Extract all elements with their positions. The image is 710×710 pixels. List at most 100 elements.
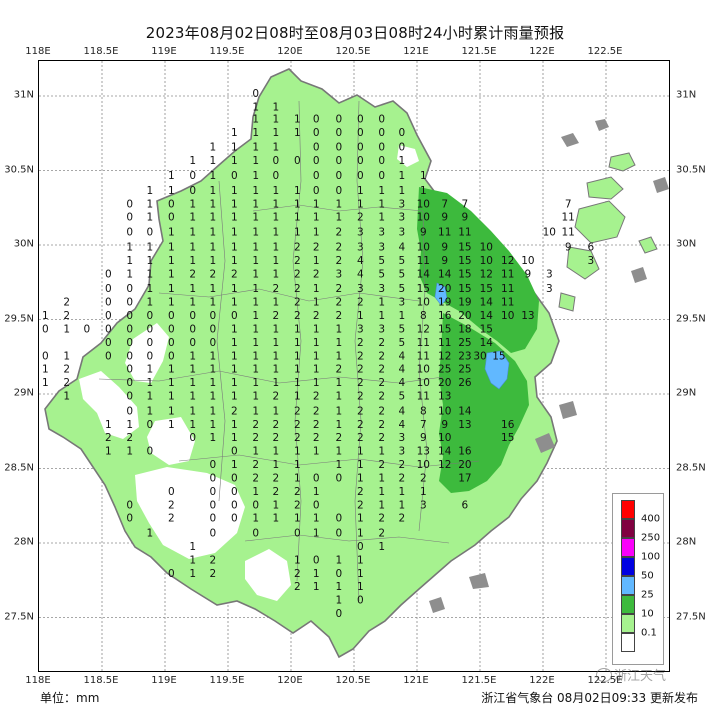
station-rainfall-value: 0: [313, 127, 320, 139]
station-rainfall-value: 10: [417, 198, 430, 210]
station-rainfall-value: 1: [168, 241, 175, 253]
station-rainfall-value: 1: [231, 459, 238, 471]
station-rainfall-value: 1: [399, 170, 406, 182]
station-rainfall-value: 1: [252, 185, 259, 197]
station-rainfall-value: 0: [126, 499, 133, 511]
station-rainfall-value: 0: [252, 88, 259, 100]
longitude-tick-label: 120.5E: [335, 46, 371, 57]
station-rainfall-value: 1: [273, 337, 280, 349]
map-title: 2023年08月02日08时至08月03日08时24小时累计雨量预报: [145, 24, 565, 42]
station-rainfall-value: 1: [231, 390, 238, 402]
station-rainfall-value: 1: [168, 255, 175, 267]
station-rainfall-value: 0: [357, 142, 364, 154]
station-rainfall-value: 2: [378, 513, 385, 525]
station-rainfall-value: 2: [336, 241, 343, 253]
station-rainfall-value: 1: [252, 155, 259, 167]
station-rainfall-value: 1: [313, 212, 320, 224]
station-rainfall-value: 0: [126, 377, 133, 389]
station-rainfall-value: 9: [420, 227, 427, 239]
station-rainfall-value: 1: [147, 268, 154, 280]
station-rainfall-value: 1: [252, 268, 259, 280]
island-putuo: [566, 246, 600, 280]
longitude-tick-label: 122E: [529, 46, 555, 57]
longitude-tick-label: 119E: [151, 46, 177, 57]
station-rainfall-value: 0: [126, 198, 133, 210]
station-rainfall-value: 10: [417, 364, 430, 376]
station-rainfall-value: 0: [105, 337, 112, 349]
station-rainfall-value: 10: [521, 255, 534, 267]
county-line-4: [178, 454, 480, 468]
station-rainfall-value: 5: [399, 337, 406, 349]
station-rainfall-value: 3: [546, 268, 553, 280]
station-rainfall-value: 2: [126, 432, 133, 444]
station-rainfall-value: 3: [378, 241, 385, 253]
station-rainfall-value: 8: [420, 310, 427, 322]
station-rainfall-value: 2: [378, 459, 385, 471]
station-rainfall-value: 0: [189, 185, 196, 197]
station-rainfall-value: 1: [252, 127, 259, 139]
station-rainfall-value: 0: [231, 446, 238, 458]
station-rainfall-value: 1: [210, 377, 217, 389]
station-rainfall-value: 20: [458, 310, 471, 322]
station-rainfall-value: 0: [126, 337, 133, 349]
station-rainfall-value: 0: [147, 446, 154, 458]
station-rainfall-value: 11: [501, 283, 514, 295]
station-rainfall-value: 1: [357, 198, 364, 210]
station-rainfall-value: 1: [273, 297, 280, 309]
station-rainfall-value: 2: [399, 472, 406, 484]
station-rainfall-value: 1: [378, 185, 385, 197]
island-small-7: [429, 597, 445, 613]
station-rainfall-value: 0: [147, 350, 154, 362]
station-rainfall-value: 12: [438, 350, 451, 362]
station-rainfall-value: 15: [458, 255, 471, 267]
station-rainfall-value: 0: [313, 155, 320, 167]
station-rainfall-value: 1: [231, 255, 238, 267]
station-rainfall-value: 0: [252, 499, 259, 511]
station-rainfall-value: 1: [189, 198, 196, 210]
station-rainfall-value: 2: [313, 310, 320, 322]
station-rainfall-value: 1: [252, 405, 259, 417]
station-rainfall-value: 3: [546, 283, 553, 295]
station-rainfall-value: 0: [210, 513, 217, 525]
station-rainfall-value: 1: [42, 310, 49, 322]
latitude-tick-label: 28.5N: [676, 462, 706, 473]
legend-swatch: [621, 500, 635, 519]
island-zhoushan: [574, 200, 626, 244]
station-rainfall-value: 1: [273, 377, 280, 389]
legend-label: 100: [641, 551, 661, 563]
station-rainfall-value: 1: [231, 419, 238, 431]
station-rainfall-value: 2: [273, 390, 280, 402]
station-rainfall-value: 2: [378, 350, 385, 362]
station-rainfall-value: 25: [438, 364, 451, 376]
station-rainfall-value: 1: [231, 142, 238, 154]
station-rainfall-value: 5: [399, 255, 406, 267]
longitude-tick-label: 118.5E: [83, 46, 119, 57]
dry-zone-southwest: [79, 371, 139, 439]
station-rainfall-value: 1: [210, 241, 217, 253]
county-line-7: [354, 100, 364, 602]
station-rainfall-value: 0: [210, 323, 217, 335]
station-rainfall-value: 2: [294, 419, 301, 431]
station-rainfall-value: 2: [210, 268, 217, 280]
station-rainfall-value: 4: [399, 241, 406, 253]
station-rainfall-value: 2: [273, 432, 280, 444]
station-rainfall-value: 0: [378, 170, 385, 182]
station-rainfall-value: 1: [399, 155, 406, 167]
longitude-tick-label: 119.5E: [209, 675, 245, 686]
station-rainfall-value: 0: [147, 227, 154, 239]
station-rainfall-value: 1: [231, 212, 238, 224]
station-rainfall-value: 1: [231, 241, 238, 253]
station-rainfall-value: 1: [357, 513, 364, 525]
station-rainfall-value: 1: [294, 554, 301, 566]
station-rainfall-value: 0: [105, 283, 112, 295]
station-rainfall-value: 0: [336, 170, 343, 182]
station-rainfall-value: 2: [294, 268, 301, 280]
latitude-tick-label: 27.5N: [4, 611, 34, 622]
station-rainfall-value: 1: [273, 513, 280, 525]
station-rainfall-value: 7: [565, 198, 572, 210]
station-rainfall-value: 1: [231, 155, 238, 167]
station-rainfall-value: 4: [399, 405, 406, 417]
station-rainfall-value: 6: [588, 241, 595, 253]
latitude-tick-label: 30.5N: [4, 164, 34, 175]
